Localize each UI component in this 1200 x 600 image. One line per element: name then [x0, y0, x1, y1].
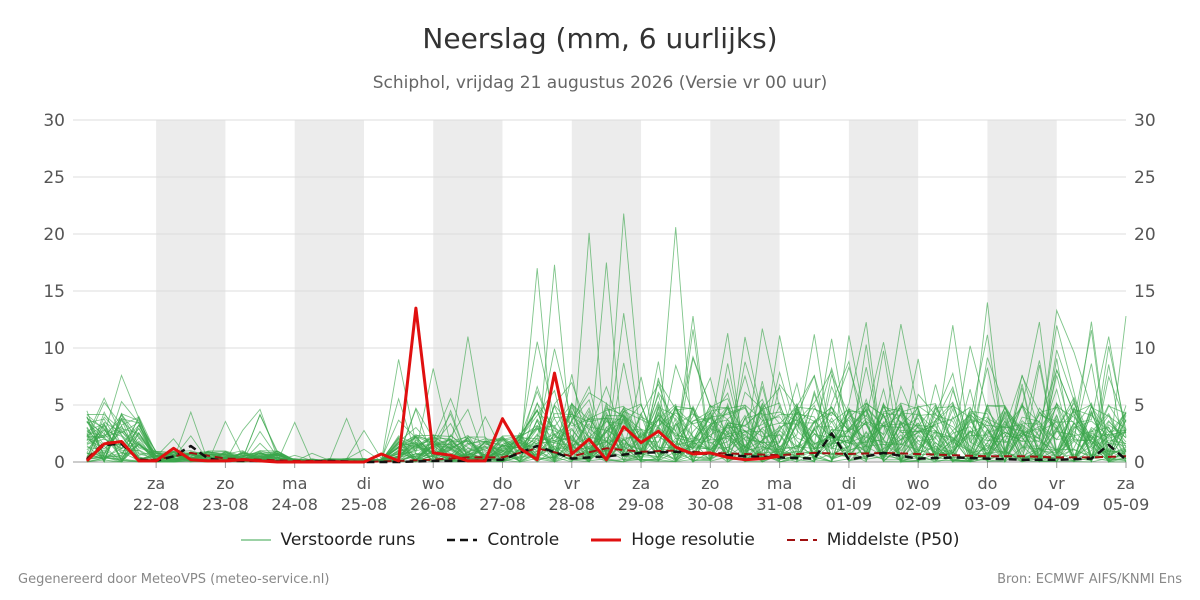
member-run-line [86, 342, 1127, 463]
x-tick-label-date: 30-08 [687, 495, 734, 514]
x-tick-label-date: 29-08 [618, 495, 665, 514]
legend-swatch-median [786, 539, 817, 541]
x-tick-label-date: 01-09 [826, 495, 873, 514]
member-run-line [86, 374, 1127, 463]
x-tick-label-date: 05-09 [1103, 495, 1150, 514]
x-tick-label-day: do [493, 474, 513, 493]
legend-item-control: Controle [447, 530, 559, 550]
x-tick-label-date: 02-09 [895, 495, 942, 514]
member-run-line [86, 356, 1127, 464]
x-tick-label-date: 23-08 [202, 495, 249, 514]
chart-title: Neerslag (mm, 6 uurlijks) [422, 22, 778, 55]
legend-swatch-control [447, 538, 478, 542]
y-tick-label-left: 5 [54, 396, 65, 416]
chart-legend: Verstoorde runs Controle Hoge resolutie … [0, 530, 1200, 550]
y-tick-label-left: 10 [43, 339, 65, 359]
legend-item-members: Verstoorde runs [240, 530, 416, 550]
x-tick-label-day: wo [907, 474, 930, 493]
x-tick-label-date: 25-08 [341, 495, 388, 514]
x-tick-label-day: ma [767, 474, 792, 493]
y-tick-label-right: 5 [1134, 396, 1145, 416]
legend-item-median: Middelste (P50) [786, 530, 960, 550]
x-tick-label-day: vr [564, 474, 580, 493]
legend-label-control: Controle [487, 530, 560, 550]
legend-label-median: Middelste (P50) [826, 530, 960, 550]
x-tick-label-day: vr [1049, 474, 1065, 493]
legend-label-members: Verstoorde runs [280, 530, 416, 550]
x-tick-label-day: wo [422, 474, 445, 493]
y-tick-label-left: 25 [43, 168, 65, 188]
y-tick-label-right: 0 [1134, 453, 1145, 473]
legend-swatch-members [240, 539, 271, 541]
y-tick-label-right: 30 [1134, 111, 1156, 131]
x-tick-label-date: 28-08 [549, 495, 596, 514]
x-tick-label-date: 27-08 [479, 495, 526, 514]
x-tick-label-date: 22-08 [133, 495, 180, 514]
x-tick-label-day: zo [701, 474, 719, 493]
legend-item-hres: Hoge resolutie [591, 530, 755, 550]
x-tick-label-day: di [842, 474, 857, 493]
member-run-line [86, 374, 1127, 463]
x-tick-label-day: ma [282, 474, 307, 493]
x-tick-label-day: za [147, 474, 165, 493]
x-tick-label-date: 03-09 [964, 495, 1011, 514]
y-tick-label-left: 15 [43, 282, 65, 302]
footer-source: Bron: ECMWF AIFS/KNMI Ens [997, 572, 1182, 587]
x-tick-label-day: zo [216, 474, 234, 493]
footer-generated-by: Gegenereerd door MeteoVPS (meteo-service… [18, 572, 330, 587]
y-tick-label-left: 20 [43, 225, 65, 245]
x-tick-label-day: za [1117, 474, 1135, 493]
y-tick-label-right: 15 [1134, 282, 1156, 302]
x-tick-label-day: di [357, 474, 372, 493]
y-tick-label-left: 30 [43, 111, 65, 131]
legend-label-hres: Hoge resolutie [631, 530, 755, 550]
hres-line [85, 306, 780, 464]
x-tick-label-day: za [632, 474, 650, 493]
chart-subtitle: Schiphol, vrijdag 21 augustus 2026 (Vers… [372, 73, 828, 93]
x-tick-label-date: 24-08 [271, 495, 318, 514]
y-tick-label-right: 20 [1134, 225, 1156, 245]
member-run-line [86, 383, 1127, 463]
x-tick-label-date: 26-08 [410, 495, 457, 514]
x-tick-label-date: 31-08 [756, 495, 803, 514]
legend-swatch-hres [591, 538, 622, 542]
x-tick-label-date: 04-09 [1033, 495, 1080, 514]
member-run-line [86, 316, 1127, 463]
y-tick-label-right: 25 [1134, 168, 1156, 188]
y-tick-label-left: 0 [54, 453, 65, 473]
y-tick-label-right: 10 [1134, 339, 1156, 359]
x-tick-label-day: do [977, 474, 997, 493]
control-line [86, 432, 1127, 464]
